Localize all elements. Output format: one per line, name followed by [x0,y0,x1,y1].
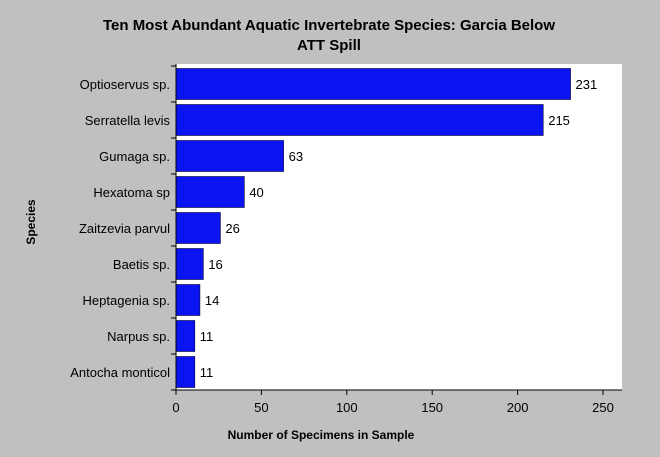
data-label: 63 [289,149,303,164]
data-labels-group: 231 215 63 40 26 16 14 11 11 [200,77,597,380]
bar [175,284,201,316]
data-label: 215 [548,113,570,128]
category-label: Hexatoma sp [93,185,170,200]
bar [175,212,221,244]
x-tick-label: 50 [254,400,268,415]
category-label: Serratella levis [85,113,171,128]
category-label: Zaitzevia parvul [79,221,170,236]
x-tick-label: 250 [592,400,614,415]
category-label: Optioservus sp. [80,77,170,92]
data-label: 11 [200,329,214,344]
chart-title-line-2: ATT Spill [297,37,361,54]
data-label: 231 [576,77,598,92]
bar [175,248,204,280]
bar [175,104,544,136]
x-tick-label: 200 [507,400,529,415]
bar [175,68,571,100]
data-label: 40 [249,185,263,200]
category-label: Gumaga sp. [99,149,170,164]
bars-group [175,68,571,388]
x-tick-label: 0 [172,400,179,415]
x-axis-title: Number of Specimens in Sample [228,428,415,442]
data-label: 26 [225,221,239,236]
x-axis: 0 50 100 150 200 250 [172,389,622,415]
data-label: 11 [200,365,214,380]
category-label: Heptagenia sp. [83,293,170,308]
bar [175,140,284,172]
category-label: Narpus sp. [107,329,170,344]
x-tick-label: 100 [336,400,358,415]
x-tick-label: 150 [421,400,443,415]
bar [175,176,245,208]
data-label: 16 [208,257,222,272]
category-label: Baetis sp. [113,257,170,272]
bar [175,320,196,352]
category-label: Antocha monticol [70,365,170,380]
chart-title-line-1: Ten Most Abundant Aquatic Invertebrate S… [103,17,555,34]
bar [175,356,196,388]
y-axis: Optioservus sp. Serratella levis Gumaga sp… [70,64,177,391]
y-axis-title: Species [24,199,38,245]
data-label: 14 [205,293,219,308]
